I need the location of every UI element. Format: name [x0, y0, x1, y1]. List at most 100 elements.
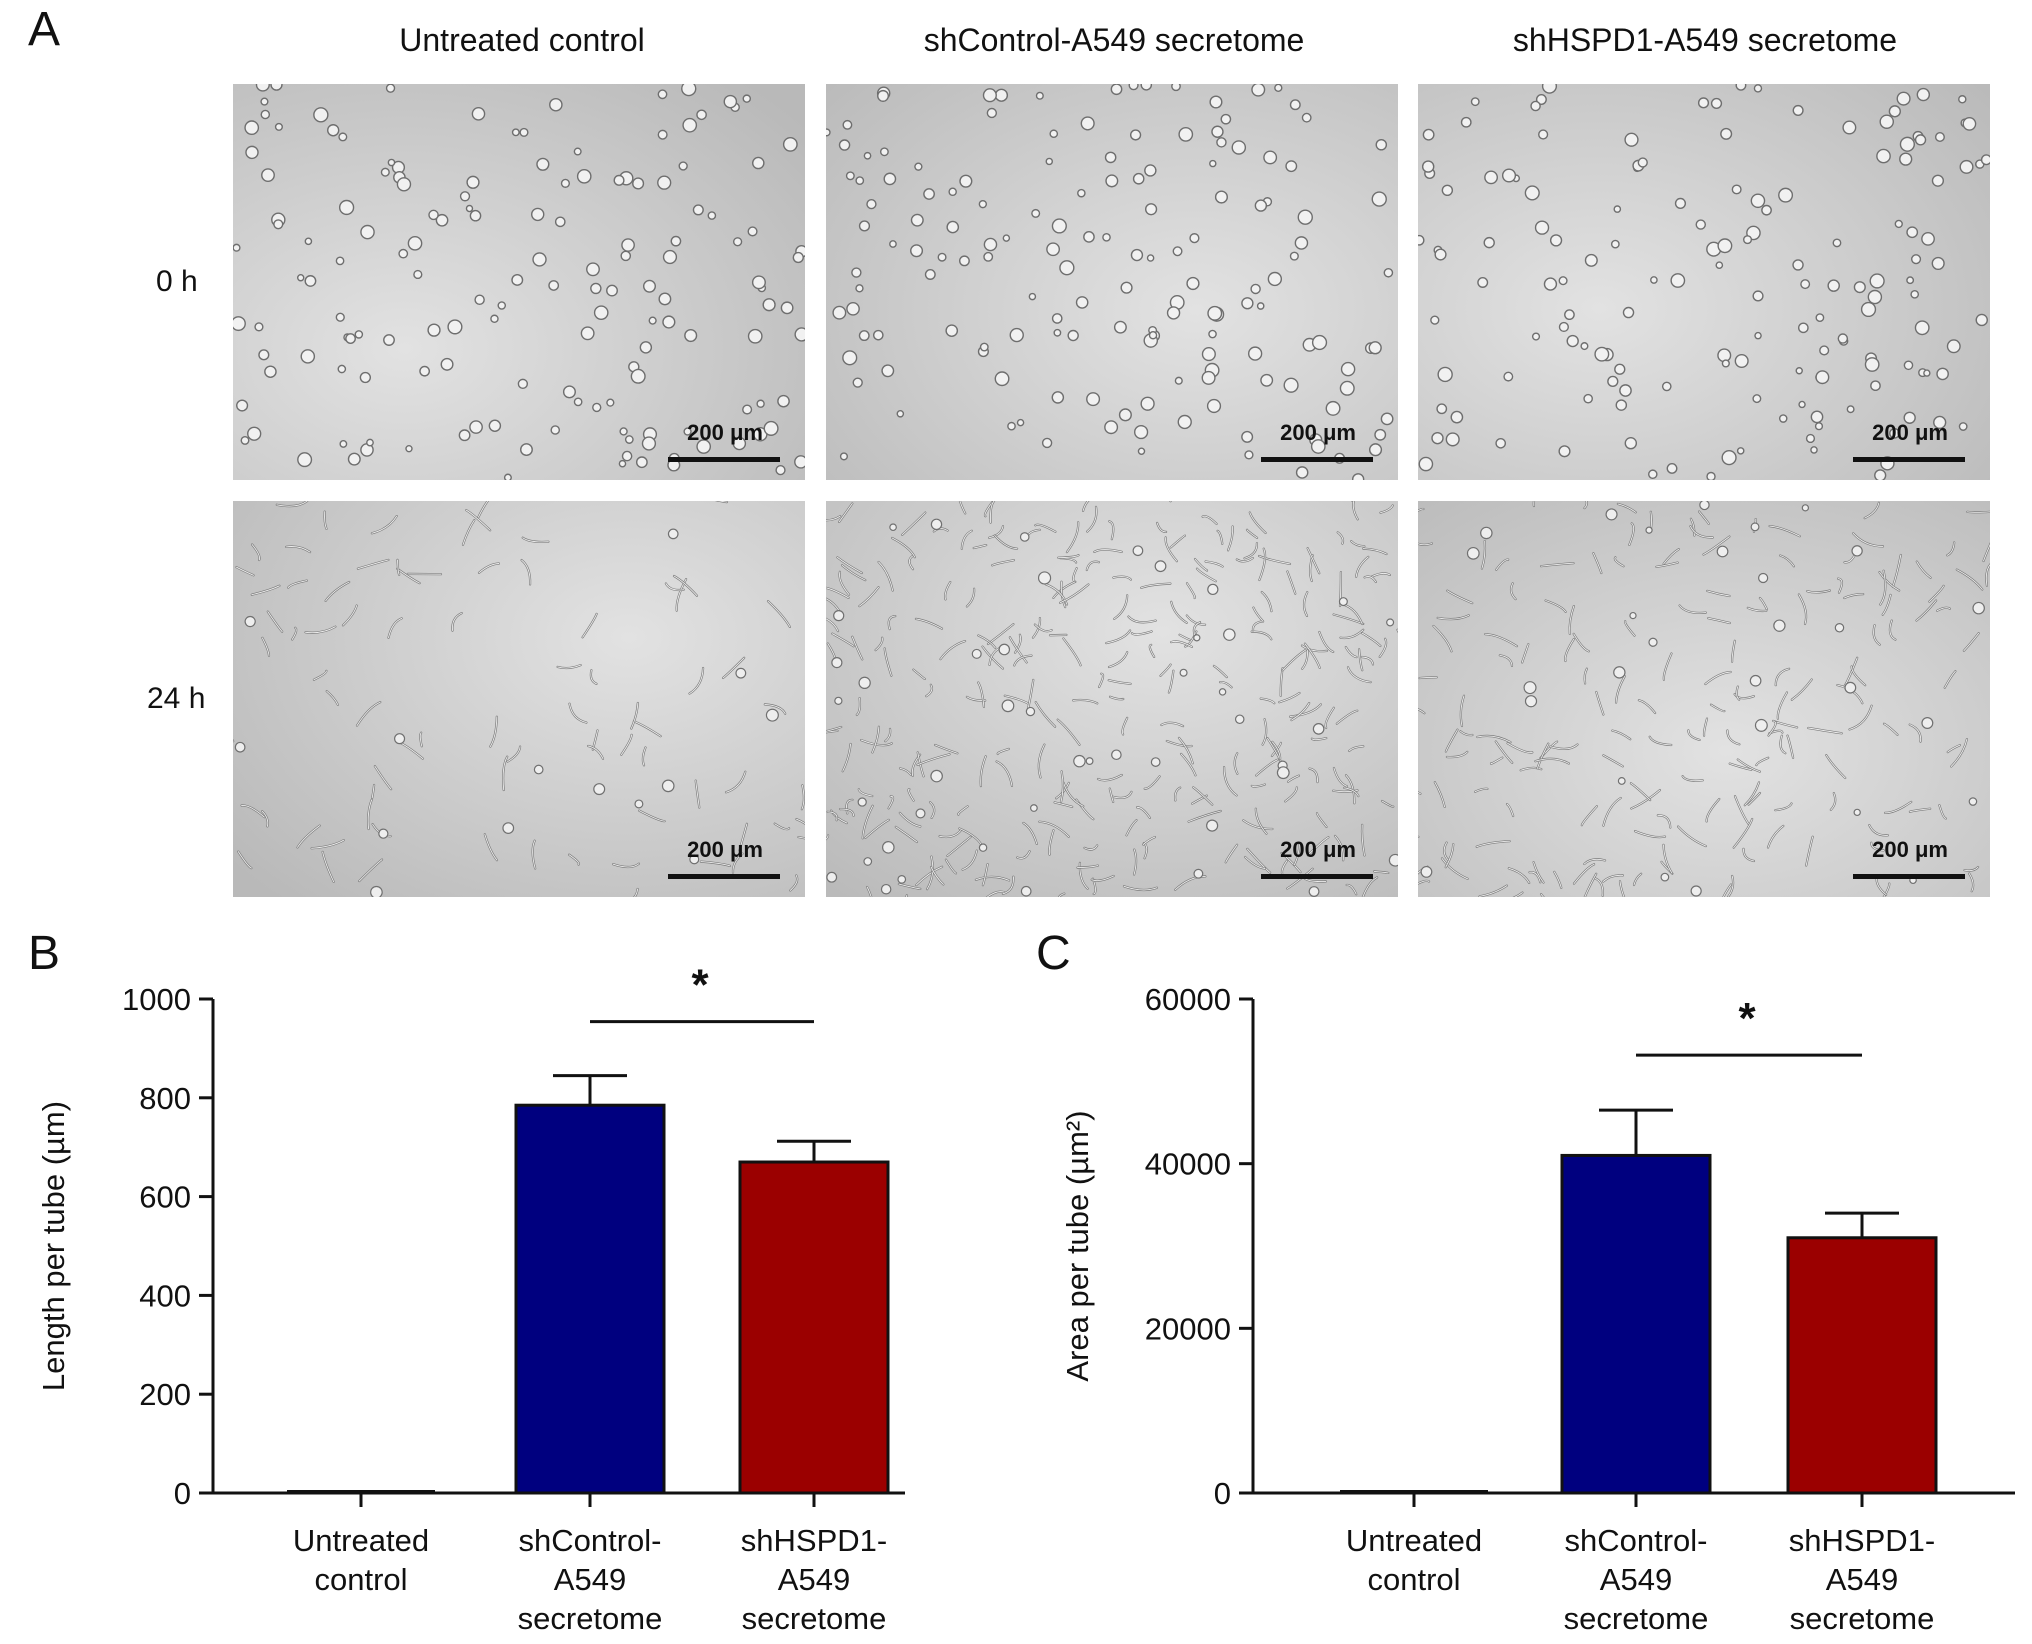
tube-highlight — [1791, 679, 1813, 701]
tube-highlight — [1490, 757, 1503, 765]
cell — [447, 319, 463, 335]
cell — [1375, 138, 1388, 151]
cell — [775, 465, 786, 476]
tube-highlight — [1807, 727, 1843, 734]
tube-highlight — [1679, 605, 1707, 614]
tube-highlight — [489, 716, 498, 748]
tube-highlight — [1192, 786, 1213, 806]
tube-highlight — [1602, 754, 1624, 767]
tube-highlight — [1252, 620, 1264, 631]
cell — [1870, 380, 1881, 392]
cell — [1773, 619, 1786, 632]
cell — [858, 330, 870, 342]
x-tick-label: A549 — [1600, 1562, 1672, 1597]
tube-highlight — [1281, 852, 1301, 873]
tube-highlight — [1806, 590, 1831, 593]
tube-highlight — [1698, 511, 1710, 525]
micrograph-background — [1418, 84, 1990, 480]
cell — [735, 667, 747, 679]
cell — [1706, 471, 1716, 480]
tube-highlight — [856, 697, 861, 716]
cell — [1851, 545, 1863, 557]
cell — [1480, 526, 1493, 540]
tube-highlight — [357, 559, 389, 570]
cell — [958, 255, 970, 267]
cell — [1171, 84, 1181, 92]
cell — [826, 128, 831, 137]
cell — [1223, 628, 1236, 641]
tube-highlight — [1734, 795, 1750, 825]
cell — [1289, 251, 1299, 261]
tube-highlight — [695, 780, 700, 808]
cell — [533, 764, 544, 775]
cell — [780, 301, 794, 315]
tube-highlight — [1142, 836, 1156, 845]
tube-highlight — [875, 637, 883, 651]
cell — [1674, 197, 1687, 209]
tube-highlight — [1362, 548, 1387, 555]
cell — [747, 328, 763, 344]
tube-highlight — [1851, 666, 1866, 686]
cell — [586, 262, 600, 277]
tube-highlight — [884, 728, 891, 742]
tube-highlight — [1583, 858, 1606, 865]
tube-highlight — [1219, 681, 1233, 688]
y-tick-label: 200 — [139, 1377, 191, 1412]
tube-highlight — [241, 805, 265, 818]
tube-highlight — [1109, 696, 1124, 700]
micrograph-background — [826, 84, 1398, 480]
tube-highlight — [1178, 737, 1194, 764]
tube-highlight — [1109, 788, 1114, 803]
tube-highlight — [1057, 719, 1080, 746]
cell — [606, 284, 618, 297]
cell — [762, 298, 776, 312]
cell — [593, 783, 606, 796]
cell — [1697, 97, 1710, 109]
tube-highlight — [1946, 542, 1955, 556]
tube-highlight — [689, 667, 704, 695]
tube-highlight — [1533, 501, 1535, 507]
tube-highlight — [1337, 531, 1344, 545]
tube-highlight — [1602, 797, 1622, 827]
tube-highlight — [521, 559, 531, 585]
tube-highlight — [1677, 826, 1707, 847]
cell — [1207, 305, 1223, 321]
cell — [657, 175, 672, 190]
tube-highlight — [1983, 543, 1990, 562]
cell — [858, 676, 871, 689]
cell — [244, 120, 260, 136]
tube-highlight — [827, 811, 838, 821]
tube-highlight — [1968, 873, 1974, 892]
cell — [1580, 342, 1589, 351]
tube-highlight — [1035, 701, 1056, 728]
cell — [833, 610, 845, 622]
cell — [648, 316, 657, 325]
cell — [1869, 273, 1885, 289]
tube-highlight — [1077, 865, 1099, 869]
tube-highlight — [1769, 525, 1801, 537]
tube-highlight — [851, 636, 863, 660]
tube-highlight — [638, 810, 666, 822]
cell — [1524, 185, 1540, 201]
tube-highlight — [1460, 695, 1465, 727]
tube-highlight — [1054, 801, 1073, 808]
cell — [1267, 271, 1283, 287]
tube-highlight — [1002, 876, 1014, 895]
cell — [247, 426, 262, 441]
cell — [621, 238, 635, 252]
cell — [1566, 334, 1579, 348]
cell — [471, 107, 486, 121]
tube-highlight — [1038, 821, 1070, 838]
cell — [1118, 408, 1132, 422]
cell — [979, 342, 989, 352]
tube-highlight — [1617, 503, 1637, 513]
cell — [923, 188, 935, 200]
tube-highlight — [860, 739, 893, 746]
tube-highlight — [1947, 744, 1961, 753]
cell — [536, 157, 550, 171]
tube-highlight — [1086, 561, 1100, 571]
tube-highlight — [1121, 717, 1128, 735]
cell — [621, 450, 633, 462]
tube-highlight — [826, 618, 839, 632]
tube-highlight — [1507, 742, 1533, 754]
